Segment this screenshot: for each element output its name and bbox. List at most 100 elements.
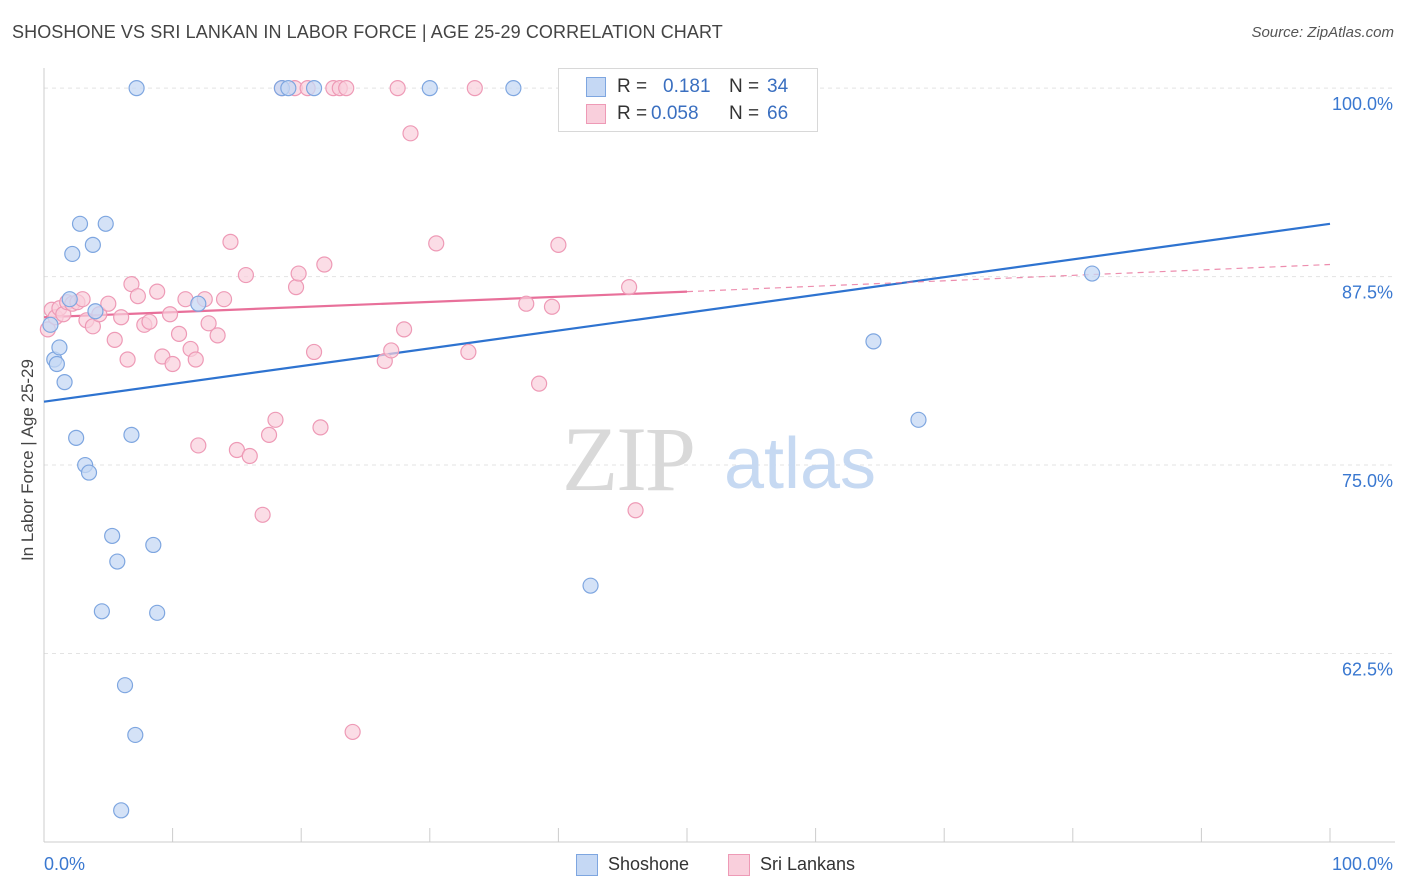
sri-lankans-point: [209, 327, 226, 344]
shoshone-point: [1083, 265, 1101, 282]
sri-lankans-point: [305, 343, 323, 361]
sri-lankans-point: [161, 306, 179, 323]
sri-lankans-point: [129, 288, 146, 305]
shoshone-points: [42, 79, 1101, 819]
shoshone-point: [123, 426, 140, 443]
sri-lankans-point: [460, 343, 477, 361]
shoshone-point: [127, 726, 144, 744]
sri-lankans-point: [260, 426, 278, 443]
shoshone-point: [84, 236, 101, 254]
sri-lankans-point: [113, 309, 130, 326]
shoshone-point: [128, 79, 145, 97]
sri-lankans-point: [518, 295, 535, 312]
sri-lankans-point: [149, 283, 166, 300]
sri-lankans-point: [338, 79, 355, 97]
sri-lankans-point: [287, 279, 305, 296]
sri-lankans-point: [119, 351, 136, 368]
shoshone-point: [421, 79, 438, 97]
sri-lankans-point: [290, 265, 307, 282]
r-label: R =: [617, 76, 648, 97]
shoshone-point: [865, 333, 882, 350]
shoshone-point: [505, 79, 522, 97]
sri-lankans-point: [550, 236, 567, 254]
shoshone-trend-line: [43, 222, 1331, 403]
y-tick-label: 100.0%: [1332, 94, 1393, 114]
watermark: ZIP atlas: [562, 408, 876, 510]
sri-lankans-point: [164, 355, 181, 373]
sri-lankans-point: [190, 437, 207, 454]
sri-lankans-point: [531, 375, 548, 392]
sri-lankans-point: [466, 79, 483, 97]
legend-label-shoshone: Shoshone: [608, 854, 690, 874]
sri-lankans-point: [222, 233, 239, 250]
sri-lankans-point: [383, 342, 400, 359]
shoshone-point: [97, 215, 114, 232]
sri-lankans-point: [402, 125, 419, 142]
n-label: N =: [729, 103, 760, 124]
sri-lankans-point: [316, 256, 333, 273]
sri-lankans-point: [237, 266, 255, 284]
shoshone-legend-swatch: [576, 854, 598, 876]
shoshone-point: [51, 339, 68, 356]
shoshone-point: [113, 802, 130, 819]
shoshone-point: [87, 303, 104, 320]
watermark-zip: ZIP: [562, 408, 694, 510]
sri-lankans-point: [344, 723, 361, 741]
sri-lankans-point: [621, 279, 638, 296]
sri-lankans-trend-extension: [686, 263, 1331, 293]
legend-label-sri-lankans: Sri Lankans: [760, 854, 856, 874]
shoshone-point: [305, 79, 323, 97]
sri-lankans-point: [389, 79, 406, 97]
shoshone-point: [93, 603, 110, 620]
shoshone-point: [80, 464, 98, 481]
gridlines: [44, 87, 1395, 655]
shoshone-point: [582, 577, 599, 594]
sri-lankans-point: [267, 411, 284, 428]
y-axis-label: In Labor Force | Age 25-29: [18, 359, 37, 561]
sri-lankans-point: [241, 447, 258, 465]
shoshone-point: [61, 291, 78, 308]
tick-labels: 62.5% 75.0% 87.5% 100.0% 0.0% 100.0%: [44, 94, 1393, 874]
sri-lankans-point: [170, 325, 188, 342]
shoshone-point: [104, 527, 121, 545]
sri-lankans-point: [395, 321, 413, 338]
sri-lankans-point: [106, 331, 123, 348]
sri-lankans-legend-swatch: [728, 854, 750, 876]
sri-lankans-point: [627, 502, 644, 519]
shoshone-point: [48, 355, 65, 373]
n-label: N =: [729, 76, 760, 97]
n-value: 34: [767, 76, 789, 97]
shoshone-point: [109, 553, 126, 570]
sri-lankans-swatch: [586, 104, 606, 124]
sri-lankans-point: [312, 419, 329, 436]
y-tick-label: 75.0%: [1342, 471, 1393, 491]
x-tick-label: 100.0%: [1332, 854, 1393, 874]
sri-lankans-trend-line: [43, 290, 688, 319]
shoshone-point: [64, 245, 81, 263]
sri-lankans-point: [215, 291, 233, 308]
shoshone-point: [42, 316, 59, 333]
y-tick-label: 87.5%: [1342, 283, 1393, 303]
trend-lines: [43, 222, 1331, 403]
shoshone-point: [280, 79, 297, 97]
shoshone-point: [149, 604, 166, 621]
sri-lankans-point: [254, 506, 271, 523]
sri-lankans-point: [141, 313, 158, 330]
r-value: 0.181: [663, 76, 711, 97]
shoshone-point: [68, 429, 85, 447]
shoshone-swatch: [586, 77, 606, 97]
sri-lankans-point: [200, 315, 217, 332]
sri-lankans-points: [39, 79, 644, 741]
shoshone-point: [145, 536, 162, 554]
sri-lankans-point: [543, 298, 561, 315]
n-value: 66: [767, 103, 789, 124]
axes: [43, 68, 1395, 843]
stats-legend: R = 0.181 N = 34 R = 0.058 N = 66: [558, 68, 818, 132]
shoshone-point: [190, 295, 207, 312]
shoshone-point: [56, 374, 73, 391]
source-label: Source: ZipAtlas.com: [1251, 24, 1394, 41]
chart-title: SHOSHONE VS SRI LANKAN IN LABOR FORCE | …: [12, 22, 723, 42]
watermark-atlas: atlas: [724, 424, 876, 504]
y-tick-label: 62.5%: [1342, 660, 1393, 680]
